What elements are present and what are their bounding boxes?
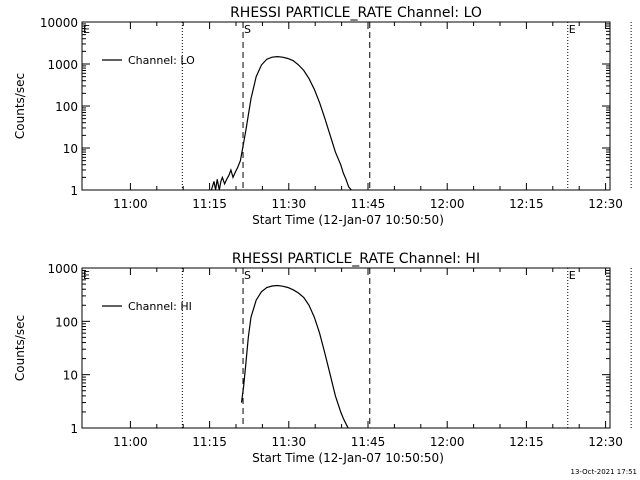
x-tick-label: 11:45 <box>351 435 386 449</box>
x-tick-label: 11:45 <box>351 197 386 211</box>
y-tick-label: 1 <box>70 422 78 436</box>
y-tick-label: 100 <box>55 100 78 114</box>
event-annotation-label: S <box>244 269 251 282</box>
footer-timestamp: 13-Oct-2021 17:51 <box>570 468 637 476</box>
x-tick-label: 11:15 <box>192 197 227 211</box>
legend-entry: Channel: LO <box>128 54 195 67</box>
x-tick-label: 12:30 <box>588 197 623 211</box>
x-tick-label: 11:00 <box>113 197 148 211</box>
y-axis-label: Counts/sec <box>13 315 27 381</box>
x-tick-label: 11:00 <box>113 435 148 449</box>
chart-panel-2: RHESSI PARTICLE_RATE Channel: HI Counts/s… <box>13 251 632 465</box>
y-tick-label: 1000 <box>47 262 78 276</box>
plot-frame <box>81 267 611 429</box>
legend-entry: Channel: HI <box>128 300 192 313</box>
series-line <box>240 284 349 429</box>
x-axis-label: Start Time (12-Jan-07 10:50:50) <box>252 451 444 465</box>
chart-title: RHESSI PARTICLE_RATE Channel: HI <box>232 251 480 267</box>
chart-panel-1: RHESSI PARTICLE_RATE Channel: LO Counts/s… <box>13 5 632 227</box>
x-tick-label: 11:30 <box>272 435 307 449</box>
y-tick-label: 10 <box>63 142 78 156</box>
x-tick-label: 12:00 <box>430 435 465 449</box>
y-tick-label: 1000 <box>47 58 78 72</box>
series-line <box>210 55 352 191</box>
y-tick-label: 10000 <box>40 16 78 30</box>
event-annotation-label: E <box>83 269 90 282</box>
event-annotation-label: E <box>569 269 576 282</box>
x-tick-label: 12:30 <box>588 435 623 449</box>
y-axis-label: Counts/sec <box>13 73 27 139</box>
x-tick-label: 12:15 <box>509 197 544 211</box>
event-annotation-label: E <box>569 23 576 36</box>
x-tick-label: 11:30 <box>272 197 307 211</box>
y-tick-label: 100 <box>55 315 78 329</box>
event-annotation-label: E <box>83 23 90 36</box>
x-tick-label: 12:15 <box>509 435 544 449</box>
event-annotation-label: S <box>244 23 251 36</box>
plot-frame <box>81 21 611 191</box>
y-tick-label: 10 <box>63 369 78 383</box>
y-tick-label: 1 <box>70 184 78 198</box>
x-axis-label: Start Time (12-Jan-07 10:50:50) <box>252 213 444 227</box>
chart-title: RHESSI PARTICLE_RATE Channel: LO <box>230 5 482 21</box>
x-tick-label: 11:15 <box>192 435 227 449</box>
x-tick-label: 12:00 <box>430 197 465 211</box>
